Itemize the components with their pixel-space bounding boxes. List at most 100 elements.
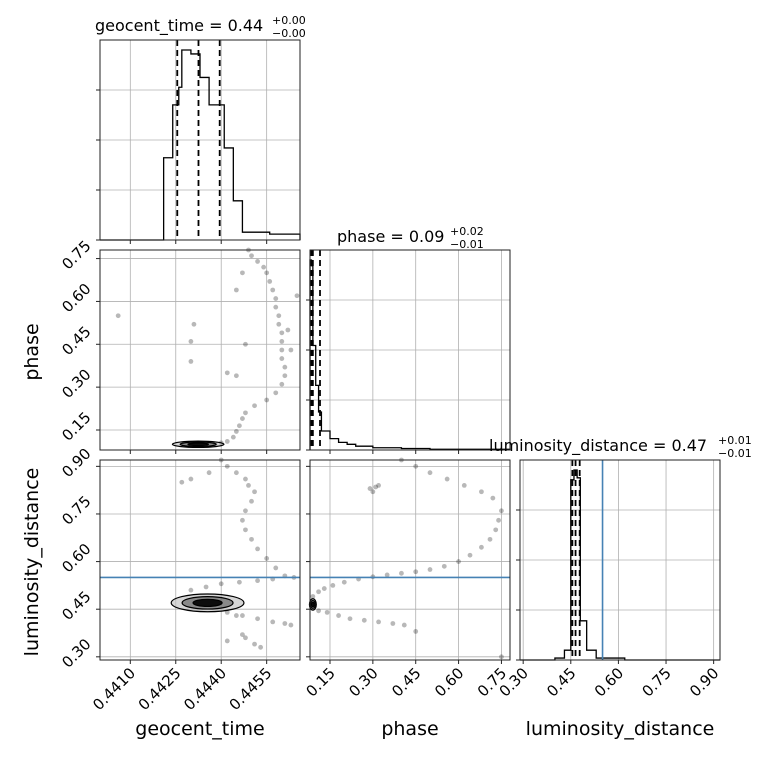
title-luminosity-distance-minus: −0.01 [718,447,752,460]
scatter-point [243,476,248,482]
scatter-point [456,559,461,564]
title-geocent-time-minus: −0.00 [272,27,306,40]
scatter-point [252,489,257,495]
scatter-point [249,536,254,542]
y-tick-label: 0.60 [58,540,94,576]
x-tick-label: 0.60 [431,664,467,700]
scatter-point [249,498,254,504]
scatter-point [401,622,407,628]
scatter-point [499,508,504,514]
scatter-point [188,359,194,364]
scatter-point [282,373,288,379]
scatter-point [273,296,279,301]
scatter-point [441,563,447,569]
contour-level [187,442,210,447]
scatter-point [279,347,285,353]
y-tick-label: 0.15 [58,408,94,444]
scatter-point [188,339,194,344]
scatter-point [413,463,419,469]
y-axis-label-luminosity-distance: luminosity_distance [21,468,43,657]
scatter-point [427,567,433,572]
scatter-point [282,621,288,626]
scatter-point [224,609,230,615]
x-tick-label: 0.4410 [89,664,139,714]
scatter-point [243,341,248,347]
scatter-point [240,517,245,523]
y-axis-label-phase: phase [21,323,43,380]
y-tick-label: 0.30 [58,635,94,671]
scatter-point [367,486,373,491]
scatter-point [370,489,376,495]
scatter-point [279,339,285,344]
y-tick-label: 0.90 [58,445,94,481]
scatter-point [264,556,270,561]
y-tick-label: 0.75 [58,492,94,528]
scatter-point [493,527,499,533]
scatter-point [273,390,279,396]
scatter-point [282,364,288,370]
title-phase-plus: +0.02 [450,225,484,238]
scatter-point [384,572,390,578]
x-tick-label: 0.4455 [226,664,276,714]
title-geocent-time-main: geocent_time = 0.44 [95,16,263,36]
scatter-point [347,616,353,622]
scatter-point [224,370,230,376]
x-tick-label: 0.90 [686,664,722,700]
scatter-point [279,330,285,336]
x-axis-label-geocent-time: geocent_time [135,718,264,740]
scatter-point [249,253,254,259]
scatter-point [373,484,379,490]
scatter-point [276,321,282,327]
scatter-point [487,536,493,542]
panel-frame [309,459,511,661]
contour-layer [170,440,317,613]
title-luminosity-distance-plus: +0.01 [718,434,752,447]
scatter-point [413,569,419,575]
x-axis-label-luminosity-distance: luminosity_distance [526,718,715,740]
scatter-point [444,476,450,482]
y-tick-label: 0.30 [58,365,94,401]
scatter-point [273,304,279,310]
scatter-point [224,638,230,644]
scatter-point [233,613,239,618]
histogram-geocent_time [100,49,301,241]
x-tick-label: 0.60 [591,664,627,700]
scatter-point [224,439,230,444]
scatter-point [252,403,257,409]
scatter-point [285,327,291,333]
scatter-point [479,489,484,495]
contour-level [192,598,223,608]
title-geocent-time-plus: +0.00 [272,14,306,27]
scatter-point [255,578,260,584]
scatter-point [461,482,467,488]
scatter-point [236,423,242,429]
y-tick-label: 0.60 [58,280,94,316]
scatter-point [267,279,273,284]
scatter-point [490,495,496,501]
scatter-point [203,584,209,590]
scatter-point [376,619,381,625]
scatter-point [224,463,230,469]
scatter-point [279,381,285,387]
scatter-point [316,608,321,614]
scatter-point [288,347,294,353]
scatter-point [246,482,251,488]
scatter-point [243,410,248,416]
scatter-point [467,552,473,558]
scatter-point [336,613,341,618]
scatter-point [499,654,504,660]
x-axis-label-phase: phase [381,718,438,740]
title-phase-main: phase = 0.09 [337,227,444,246]
scatter-point [264,270,270,276]
scatter-point [427,470,433,476]
scatter-point [252,641,257,647]
scatter-point [376,482,381,488]
x-tick-label: 0.45 [543,664,579,700]
scatter-point [496,517,501,523]
scatter-point [233,470,239,476]
panel-frame [99,249,301,451]
scatter-point [279,356,285,361]
scatter-layer [115,247,504,660]
